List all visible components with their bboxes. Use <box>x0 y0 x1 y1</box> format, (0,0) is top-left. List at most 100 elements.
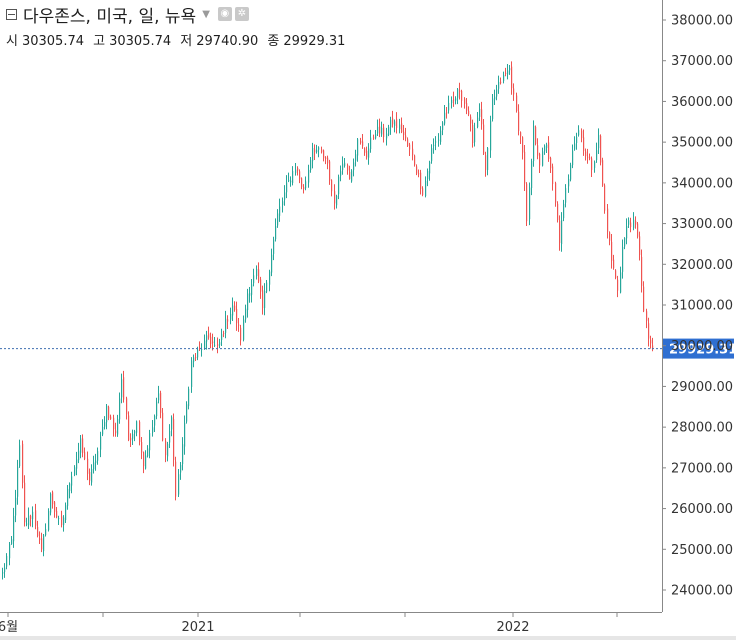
candle-body <box>136 421 138 433</box>
close-value: 29929.31 <box>283 34 346 49</box>
candle-body <box>568 178 570 187</box>
candle-body <box>152 427 154 433</box>
candle-body <box>232 305 234 316</box>
candle-body <box>342 163 344 171</box>
candle-body <box>518 111 520 131</box>
candle-body <box>221 334 223 340</box>
candle-body <box>195 356 197 358</box>
candle-body <box>334 191 336 204</box>
candle-body <box>297 167 299 171</box>
candle-body <box>396 119 398 128</box>
candle-body <box>288 179 290 182</box>
candle-body <box>318 147 320 150</box>
candle-body <box>639 236 641 255</box>
low-value: 29740.90 <box>196 34 259 49</box>
candle-body <box>260 279 262 292</box>
chevron-down-icon[interactable]: ▼ <box>202 8 210 20</box>
candle-body <box>409 144 411 150</box>
candle-body <box>43 535 45 552</box>
candle-body <box>468 110 470 115</box>
candle-body <box>635 220 637 225</box>
candle-body <box>604 185 606 211</box>
candle-body <box>22 443 24 483</box>
candle-body <box>477 117 479 128</box>
candle-body <box>485 155 487 170</box>
candle-body <box>381 127 383 135</box>
candle-body <box>4 567 6 572</box>
candle-body <box>197 349 199 358</box>
candle-body <box>563 203 565 219</box>
candle-body <box>370 137 372 150</box>
candle-body <box>574 143 576 150</box>
candle-body <box>607 208 609 232</box>
candle-body <box>238 324 240 326</box>
candle-body <box>565 188 567 203</box>
candle-body <box>312 148 314 162</box>
candle-body <box>130 437 132 441</box>
candle-body <box>455 98 457 101</box>
candle-body <box>108 406 110 419</box>
candle-body <box>628 220 630 225</box>
candle-body <box>505 72 507 74</box>
candle-body <box>128 415 130 441</box>
candle-body <box>132 433 134 439</box>
candle-body <box>377 126 379 134</box>
candle-body <box>15 497 17 516</box>
candle-body <box>509 68 511 71</box>
candle-body <box>121 379 123 398</box>
last-price-tag-text: 29929.31 <box>669 343 736 358</box>
low-label: 저 <box>180 34 193 49</box>
candle-body <box>39 538 41 541</box>
candle-body <box>594 161 596 168</box>
candle-body <box>19 445 21 467</box>
candle-body <box>457 89 459 98</box>
candle-body <box>178 474 180 495</box>
candle-body <box>52 492 54 505</box>
candle-body <box>611 241 613 261</box>
candle-body <box>353 162 355 171</box>
candle-body <box>117 418 119 435</box>
candle-body <box>405 135 407 139</box>
candle-body <box>589 157 591 159</box>
y-tick-label: 35000.00 <box>671 136 733 151</box>
candle-body <box>511 66 513 89</box>
candle-body <box>394 121 396 126</box>
candle-body <box>487 147 489 171</box>
candle-body <box>299 171 301 180</box>
candle-body <box>585 151 587 157</box>
candle-body <box>234 305 236 310</box>
candle-body <box>217 344 219 346</box>
candle-body <box>236 309 238 324</box>
candle-body <box>310 160 312 170</box>
candle-body <box>390 119 392 128</box>
candle-body <box>444 112 446 124</box>
y-tick-label: 28000.00 <box>671 421 733 436</box>
y-tick-label: 34000.00 <box>671 176 733 191</box>
candle-body <box>104 422 106 427</box>
candle-body <box>74 467 76 475</box>
collapse-icon[interactable] <box>6 8 17 20</box>
candle-body <box>461 91 463 101</box>
candle-body <box>243 319 245 340</box>
candle-body <box>201 349 203 351</box>
candle-body <box>258 269 260 282</box>
candle-body <box>227 319 229 322</box>
candle-body <box>392 118 394 125</box>
candle-body <box>245 308 247 320</box>
candle-body <box>537 145 539 156</box>
candle-body <box>401 123 403 133</box>
candle-body <box>292 170 294 183</box>
candle-body <box>615 270 617 278</box>
candle-body <box>347 165 349 171</box>
candle-body <box>583 137 585 151</box>
eye-icon[interactable]: ◉ <box>217 7 232 21</box>
candle-body <box>466 103 468 111</box>
y-tick-label: 32000.00 <box>671 258 733 273</box>
candle-body <box>275 226 277 240</box>
candle-body <box>193 357 195 362</box>
candle-body <box>570 164 572 180</box>
gear-icon[interactable]: ✲ <box>234 7 249 21</box>
candle-body <box>54 502 56 512</box>
